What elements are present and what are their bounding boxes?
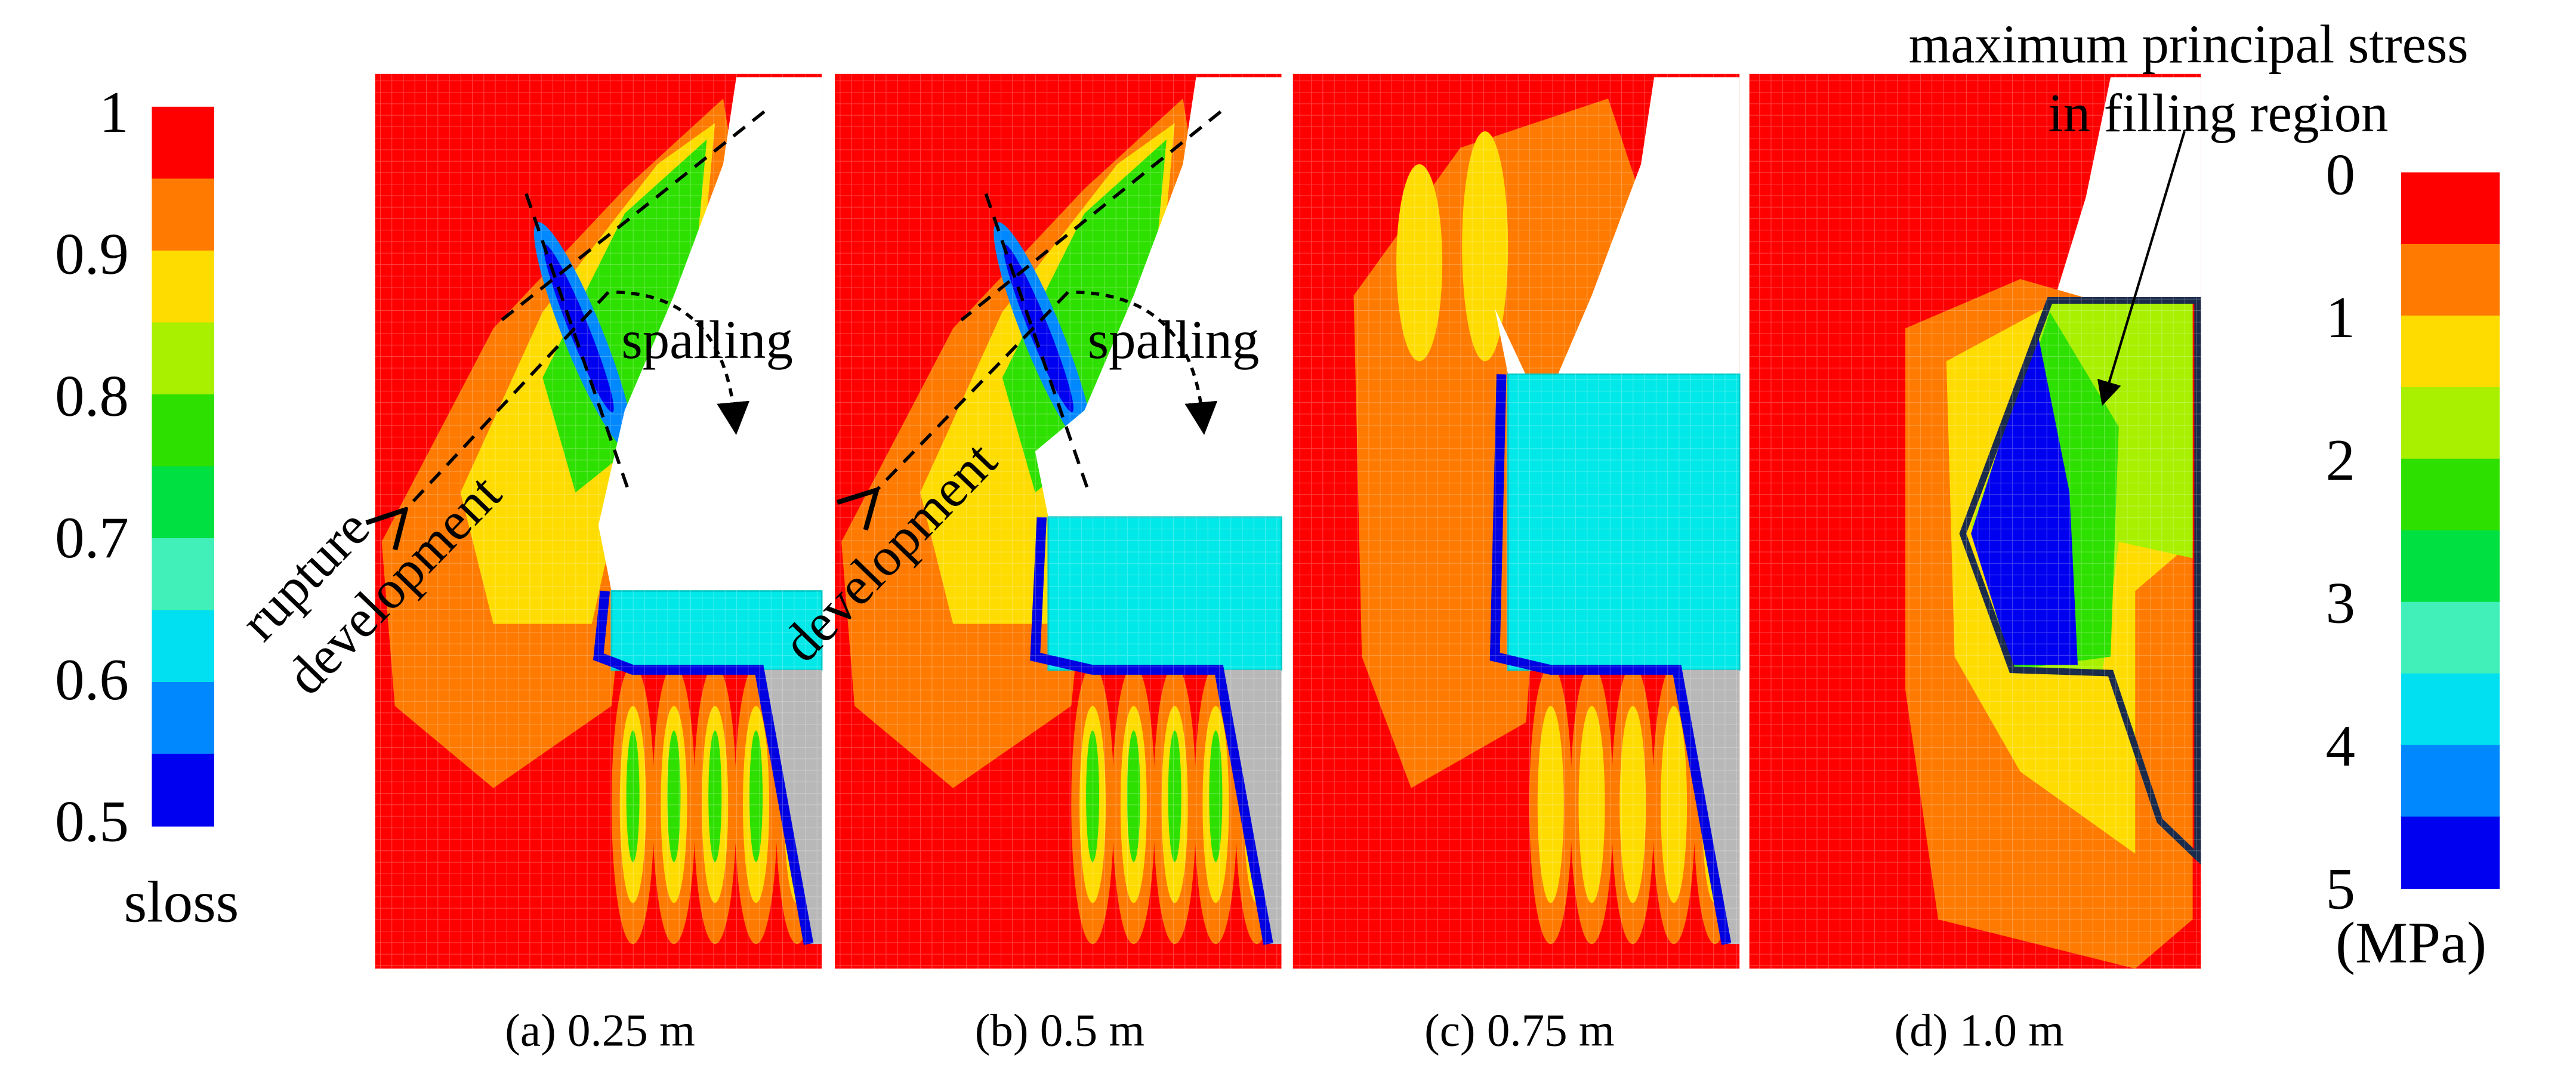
tick-label: 0.6 bbox=[55, 647, 129, 712]
tick-label: 0.8 bbox=[55, 363, 129, 428]
development-arrow bbox=[874, 291, 1069, 493]
colorbar-band bbox=[2401, 816, 2500, 889]
tick-label: 2 bbox=[2325, 428, 2355, 493]
annotation: in filling region bbox=[2048, 83, 2388, 143]
mesh bbox=[375, 73, 822, 969]
tick-label: 4 bbox=[2325, 714, 2355, 779]
contour-panel bbox=[1749, 73, 2201, 969]
colorbars: 1 0.9 0.8 0.7 0.6 0.5 sloss 0 1 2 3 4 5(MPa) bbox=[55, 80, 2500, 976]
colorbar-band bbox=[2401, 673, 2500, 746]
contour-panel bbox=[375, 73, 823, 969]
tick-label: 0.7 bbox=[55, 505, 129, 570]
colorbar-band bbox=[152, 610, 215, 683]
mesh bbox=[1749, 73, 2201, 969]
colorbar-band bbox=[152, 466, 215, 539]
caption: (c) 0.75 m bbox=[1424, 1005, 1615, 1056]
colorbar-band bbox=[2401, 601, 2500, 675]
dashed-line bbox=[960, 110, 1222, 322]
spalling-arrow bbox=[616, 291, 750, 436]
contour-panel bbox=[835, 73, 1282, 969]
tick-label: 0 bbox=[2325, 142, 2355, 207]
colorbar-band bbox=[2401, 315, 2500, 388]
colorbar-band bbox=[152, 178, 215, 252]
colorbar-band bbox=[152, 106, 215, 180]
caption: (b) 0.5 m bbox=[975, 1005, 1145, 1056]
spalling-arrow bbox=[1076, 291, 1218, 436]
panels bbox=[375, 73, 2201, 969]
rupture-arrow bbox=[403, 291, 610, 513]
tick-label: 5 bbox=[2325, 856, 2355, 921]
colorbar-band bbox=[152, 754, 215, 827]
mesh bbox=[1292, 73, 1740, 969]
tick-label: 0.5 bbox=[55, 789, 129, 854]
tick-label: 1 bbox=[99, 80, 129, 145]
colorbar-band bbox=[2401, 243, 2500, 317]
colorbar-band bbox=[2401, 387, 2500, 460]
stress-arrow bbox=[2097, 131, 2186, 406]
tick-label: 1 bbox=[2325, 285, 2355, 350]
dashed-line bbox=[984, 193, 1090, 490]
colorbar-unit: (MPa) bbox=[2336, 911, 2486, 976]
caption: (a) 0.25 m bbox=[505, 1005, 695, 1056]
dashed-line bbox=[500, 110, 766, 322]
contour-panel bbox=[1292, 73, 1741, 969]
annotation: spalling bbox=[1088, 310, 1260, 370]
colorbar-band bbox=[152, 538, 215, 611]
colorbar-band bbox=[152, 681, 215, 755]
annotation: spalling bbox=[621, 310, 793, 370]
colorbar-label: sloss bbox=[124, 869, 239, 934]
colorbar-band bbox=[152, 250, 215, 323]
dashed-line bbox=[525, 193, 630, 490]
colorbar-band bbox=[2401, 172, 2500, 245]
mesh bbox=[835, 73, 1282, 969]
colorbar-band bbox=[2401, 530, 2500, 603]
annotation: maximum principal stress bbox=[1909, 14, 2469, 75]
tick-label: 3 bbox=[2325, 571, 2355, 636]
tick-label: 0.9 bbox=[55, 222, 129, 287]
colorbar-band bbox=[152, 322, 215, 396]
colorbar-band bbox=[152, 394, 215, 467]
colorbar-band bbox=[2401, 458, 2500, 532]
colorbar-band bbox=[2401, 745, 2500, 817]
caption: (d) 1.0 m bbox=[1895, 1005, 2065, 1056]
